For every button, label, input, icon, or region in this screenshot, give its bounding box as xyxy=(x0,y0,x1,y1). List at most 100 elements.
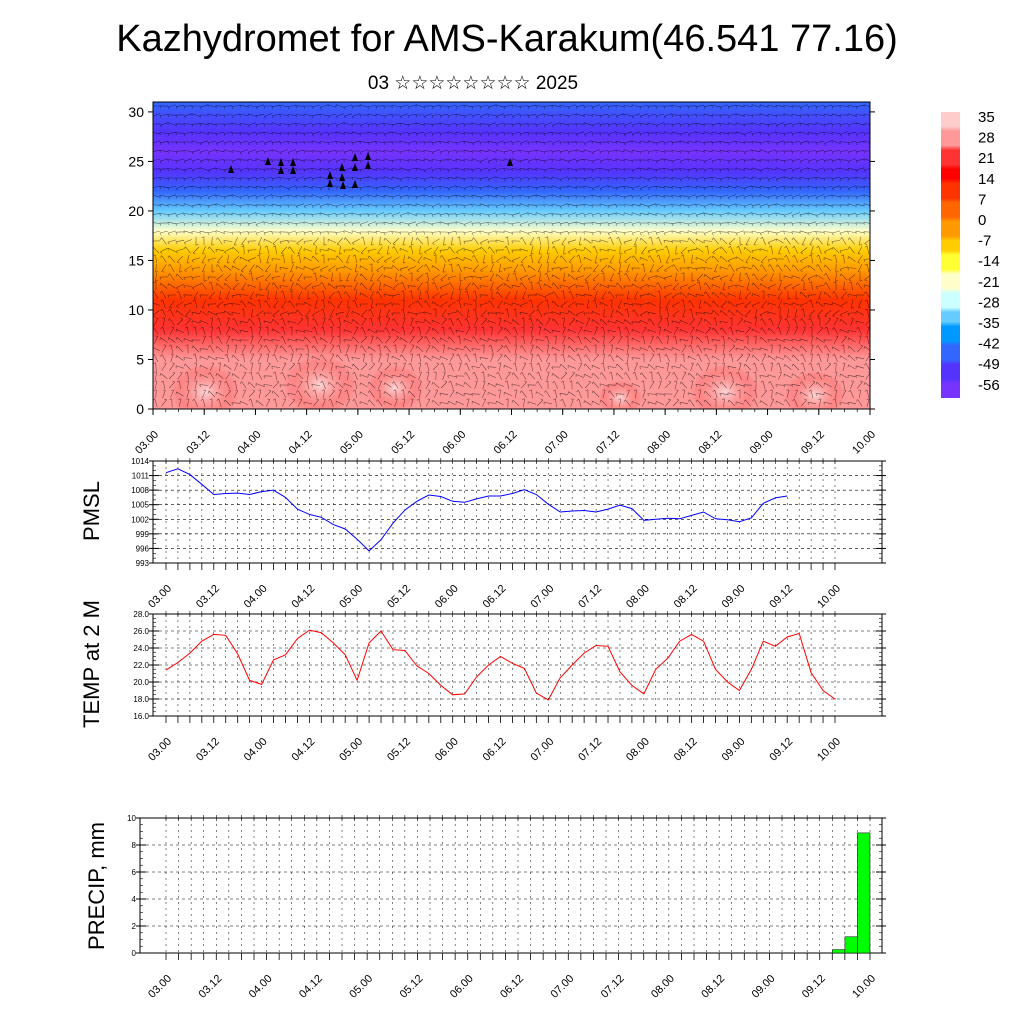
precip-x-tick-label: 07.00 xyxy=(548,973,576,1001)
wind-flag xyxy=(265,157,271,165)
wind-flag xyxy=(290,158,296,166)
temp-x-tick-label: 06.12 xyxy=(481,736,509,764)
pmsl-x-tick-label: 06.00 xyxy=(433,583,461,611)
temp-y-tick-label: 22.0 xyxy=(133,661,149,670)
precip-x-tick-label: 04.00 xyxy=(247,973,275,1001)
wind-flag xyxy=(365,152,371,160)
wind-flag xyxy=(365,161,371,169)
pmsl-y-tick-label: 1005 xyxy=(131,501,149,510)
colorbar-label: -35 xyxy=(978,315,1000,332)
pmsl-x-tick-label: 07.00 xyxy=(528,583,556,611)
pmsl-x-tick-label: 04.00 xyxy=(242,583,270,611)
pmsl-frame xyxy=(152,460,883,564)
pmsl-x-tick-label: 04.12 xyxy=(290,583,318,611)
precip-y-tick-label: 6 xyxy=(132,868,137,877)
section-x-tick-label: 08.00 xyxy=(645,429,673,457)
temp-x-tick-label: 10.00 xyxy=(815,736,843,764)
pmsl-x-tick-label: 03.12 xyxy=(194,583,222,611)
section-y-axis: 0 5 10 15 20 25 30 xyxy=(128,104,875,417)
section-x-tick-label: 07.00 xyxy=(543,429,571,457)
precip-y-tick-label: 8 xyxy=(132,841,137,850)
temp-x-tick-label: 05.00 xyxy=(337,736,365,764)
pmsl-panel: PMSL 1014 1011 1008 1005 1002 999 996 993 03.00 0… xyxy=(79,457,886,611)
warm-core xyxy=(598,380,642,409)
warm-core xyxy=(691,364,759,409)
temp-y-tick-label: 16.0 xyxy=(133,712,149,721)
temp-x-tick-label: 06.00 xyxy=(433,736,461,764)
wind-flag xyxy=(352,163,358,171)
pmsl-x-tick-label: 09.00 xyxy=(720,583,748,611)
colorbar-label: -7 xyxy=(978,233,991,250)
colorbar-label: -56 xyxy=(978,377,1000,394)
temp-y-tick-label: 26.0 xyxy=(133,627,149,636)
precip-x-tick-label: 08.12 xyxy=(699,973,727,1001)
warm-core xyxy=(284,356,356,409)
wind-flag xyxy=(228,165,234,173)
pmsl-y-tick-label: 1002 xyxy=(131,515,149,524)
wind-flag xyxy=(327,171,333,179)
temp-ylabel: TEMP at 2 M xyxy=(79,600,104,728)
precip-y-tick-label: 10 xyxy=(127,814,136,823)
pmsl-x-tick-label: 06.12 xyxy=(481,583,509,611)
section-x-tick-label: 09.00 xyxy=(748,429,776,457)
wind-flag xyxy=(278,166,284,174)
pmsl-ylabel: PMSL xyxy=(79,481,104,541)
chart-title: Kazhydromet for AMS-Karakum(46.541 77.16… xyxy=(116,18,898,60)
section-y-tick-label: 30 xyxy=(128,104,144,120)
precip-x-tick-label: 05.12 xyxy=(398,973,426,1001)
precip-x-tick-label: 03.00 xyxy=(146,973,174,1001)
temp-y-tick-label: 18.0 xyxy=(133,695,149,704)
section-x-tick-label: 09.12 xyxy=(799,429,827,457)
colorbar-label: -28 xyxy=(978,294,1000,311)
wind-flag xyxy=(327,179,333,187)
temp-x-tick-label: 08.12 xyxy=(672,736,700,764)
colorbar-label: 35 xyxy=(978,109,995,126)
colorbar-label: 0 xyxy=(978,212,986,229)
precip-x-tick-label: 08.00 xyxy=(649,973,677,1001)
pmsl-x-tick-label: 08.00 xyxy=(624,583,652,611)
wind-flag xyxy=(339,163,345,171)
section-x-tick-label: 05.12 xyxy=(389,429,417,457)
section-y-tick-label: 20 xyxy=(128,203,144,219)
colorbar-label: -42 xyxy=(978,336,1000,353)
pmsl-y-tick-label: 999 xyxy=(136,530,150,539)
precip-x-tick-label: 05.00 xyxy=(347,973,375,1001)
section-x-tick-label: 08.12 xyxy=(697,429,725,457)
precip-ylabel: PRECIP, mm xyxy=(84,822,109,950)
pmsl-x-tick-label: 05.12 xyxy=(385,583,413,611)
wind-flag xyxy=(352,180,358,188)
precip-x-tick-label: 04.12 xyxy=(297,973,325,1001)
wind-flag xyxy=(340,181,346,189)
section-x-tick-label: 06.12 xyxy=(492,429,520,457)
precip-x-tick-label: 07.12 xyxy=(599,973,627,1001)
section-x-tick-label: 04.00 xyxy=(236,429,264,457)
pmsl-y-tick-label: 993 xyxy=(136,559,150,568)
temp-x-tick-label: 07.00 xyxy=(528,736,556,764)
pmsl-series-line xyxy=(165,468,788,552)
pmsl-y-tick-label: 1014 xyxy=(131,457,149,466)
precip-x-tick-label: 06.00 xyxy=(448,973,476,1001)
temp-x-tick-label: 08.00 xyxy=(624,736,652,764)
chart-subtitle: 03 ☆☆☆☆☆☆☆☆ 2025 xyxy=(367,73,579,94)
temp-x-tick-label: 03.00 xyxy=(146,736,174,764)
section-y-tick-label: 5 xyxy=(136,351,144,367)
section-y-tick-label: 15 xyxy=(128,252,144,268)
colorbar-label: 21 xyxy=(978,150,995,167)
temp-x-tick-label: 03.12 xyxy=(194,736,222,764)
wind-barbs xyxy=(153,104,870,408)
temp-series-line xyxy=(165,629,836,701)
pmsl-y-tick-label: 996 xyxy=(136,544,150,553)
warm-cores xyxy=(171,356,845,409)
precip-panel: PRECIP, mm 10 8 6 4 2 0 03.00 03.12 04.00 04.12 05… xyxy=(84,814,886,1001)
pmsl-y-tick-label: 1011 xyxy=(132,472,150,481)
temp-x-tick-label: 05.12 xyxy=(385,736,413,764)
temp-y-tick-label: 28.0 xyxy=(133,610,149,619)
pmsl-x-tick-label: 08.12 xyxy=(672,583,700,611)
warm-core xyxy=(367,365,423,409)
colorbar-label: 7 xyxy=(978,191,986,208)
pmsl-x-tick-label: 05.00 xyxy=(337,583,365,611)
section-x-tick-label: 04.12 xyxy=(287,429,315,457)
pmsl-y-tick-label: 1008 xyxy=(131,486,149,495)
colorbar-labels: 35 28 21 14 7 0 -7 -14 -21 -28 -35 -42 -49 -56 xyxy=(978,109,1000,394)
